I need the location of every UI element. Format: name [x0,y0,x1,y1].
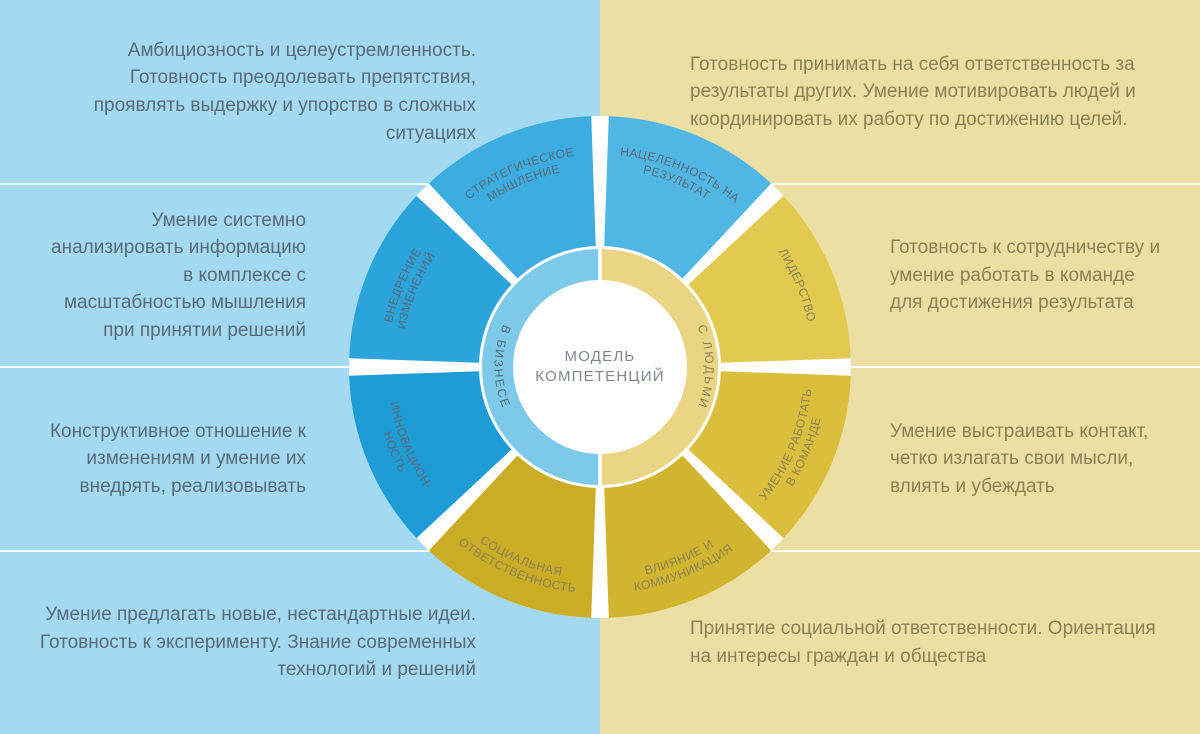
competency-wheel: НАЦЕЛЕННОСТЬ НАРЕЗУЛЬТАТСТРАТЕГИЧЕСКОЕМЫ… [349,116,851,618]
right-cell-2: Умение выстраивать контакт, четко излага… [876,367,1176,551]
wheel-center-label: МОДЕЛЬ КОМПЕТЕНЦИЙ [535,347,664,388]
left-cell-1: Умение системно анализировать информацию… [24,184,320,367]
left-cell-2: Конструктивное отношение к изменениям и … [24,367,320,551]
right-cell-1: Готовность к сотрудничеству и умение раб… [876,184,1176,367]
center-line1: МОДЕЛЬ [565,348,636,365]
infographic-canvas: Амбициозность и целеустремленность. Гото… [0,0,1200,734]
center-line2: КОМПЕТЕНЦИЙ [535,368,664,385]
